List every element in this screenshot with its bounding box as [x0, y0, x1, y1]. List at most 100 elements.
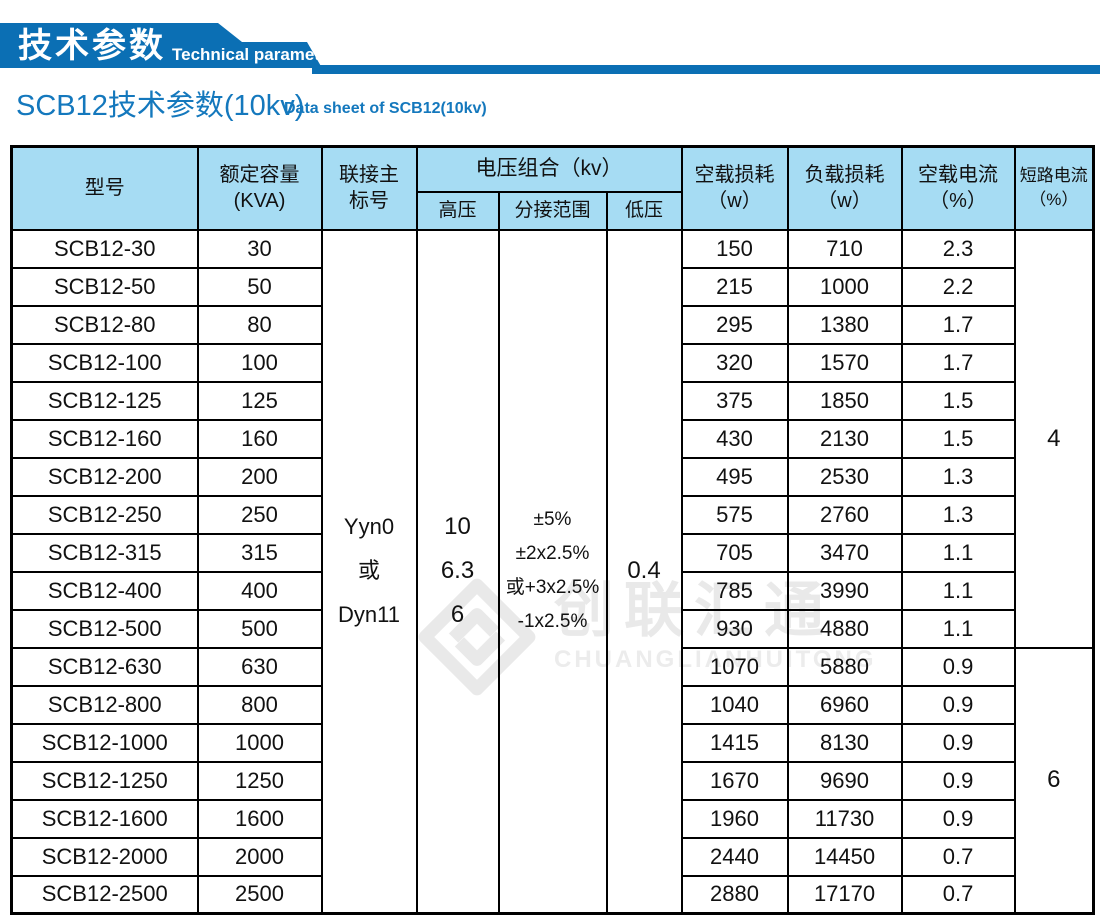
- kva-cell: 100: [196, 342, 323, 383]
- load-loss-cell: 1000: [786, 266, 903, 307]
- kva-cell: 1000: [196, 722, 323, 763]
- header-tap-range: 分接范围: [497, 190, 608, 231]
- table-row: SCB12-1250 1250 1670 9690 0.9: [10, 760, 1094, 801]
- no-load-current-cell: 0.9: [900, 684, 1016, 725]
- tap-line1: ±5%: [533, 509, 572, 531]
- table-row: SCB12-500 500 930 4880 1.1: [10, 608, 1094, 649]
- header-no-load-loss: 空载损耗 （w）: [680, 145, 789, 231]
- kva-cell: 630: [196, 646, 323, 687]
- section-title-en: Data sheet of SCB12(10kv): [284, 100, 487, 117]
- table-row: SCB12-800 800 1040 6960 0.9: [10, 684, 1094, 725]
- load-loss-cell: 9690: [786, 760, 903, 801]
- header-load-loss-line2: （w）: [817, 190, 872, 213]
- no-load-loss-cell: 2440: [680, 836, 789, 877]
- no-load-loss-cell: 930: [680, 608, 789, 649]
- hv-line3: 6: [450, 601, 465, 629]
- load-loss-cell: 14450: [786, 836, 903, 877]
- no-load-current-cell: 1.3: [900, 456, 1016, 497]
- table-row: SCB12-30 30 Yyn0 或 Dyn11 10 6.3 6 ±5% ±2…: [10, 228, 1095, 915]
- no-load-loss-cell: 705: [680, 532, 789, 573]
- kva-cell: 315: [196, 532, 323, 573]
- table-row: SCB12-630 630 1070 5880 0.9 6: [10, 646, 1095, 915]
- no-load-current-cell: 1.5: [900, 380, 1016, 421]
- kva-cell: 250: [196, 494, 323, 535]
- tap-line4: -1x2.5%: [517, 611, 588, 633]
- model-cell: SCB12-100: [10, 342, 199, 383]
- no-load-loss-cell: 495: [680, 456, 789, 497]
- no-load-current-cell: 0.7: [900, 874, 1016, 915]
- kva-cell: 1250: [196, 760, 323, 801]
- kva-cell: 2000: [196, 836, 323, 877]
- no-load-current-cell: 1.5: [900, 418, 1016, 459]
- header-no-load-current: 空载电流 （%）: [900, 145, 1016, 231]
- kva-cell: 125: [196, 380, 323, 421]
- no-load-current-cell: 1.7: [900, 342, 1016, 383]
- banner-strip: [312, 65, 1100, 74]
- model-cell: SCB12-1600: [10, 798, 199, 839]
- no-load-loss-cell: 785: [680, 570, 789, 611]
- table-row: SCB12-80 80 295 1380 1.7: [10, 304, 1094, 345]
- no-load-loss-cell: 2880: [680, 874, 789, 915]
- model-cell: SCB12-2000: [10, 836, 199, 877]
- no-load-current-cell: 0.9: [900, 722, 1016, 763]
- header-capacity: 额定容量 (KVA): [196, 145, 323, 231]
- kva-cell: 500: [196, 608, 323, 649]
- no-load-current-cell: 0.9: [900, 646, 1016, 687]
- no-load-loss-cell: 1670: [680, 760, 789, 801]
- model-cell: SCB12-160: [10, 418, 199, 459]
- header-load-loss: 负载损耗 （w）: [786, 145, 903, 231]
- hv-line2: 6.3: [440, 557, 475, 585]
- lv-cell: 0.4: [605, 228, 683, 915]
- header-no-load-loss-line2: （w）: [707, 190, 762, 213]
- header-connection-line1: 联接主: [339, 164, 399, 187]
- no-load-loss-cell: 575: [680, 494, 789, 535]
- load-loss-cell: 710: [786, 228, 903, 269]
- tap-range-cell: ±5% ±2x2.5% 或+3x2.5% -1x2.5%: [497, 228, 608, 915]
- header-capacity-line1: 额定容量: [219, 164, 300, 187]
- model-cell: SCB12-125: [10, 380, 199, 421]
- no-load-loss-cell: 295: [680, 304, 789, 345]
- header-hv: 高压: [415, 190, 500, 231]
- model-cell: SCB12-2500: [10, 874, 199, 915]
- model-cell: SCB12-800: [10, 684, 199, 725]
- tap-line3: 或+3x2.5%: [505, 577, 600, 599]
- section-title-cn: SCB12技术参数(10kv): [16, 90, 305, 122]
- header-short-circuit-line1: 短路电流: [1019, 166, 1088, 186]
- load-loss-cell: 6960: [786, 684, 903, 725]
- connection-line3: Dyn11: [338, 602, 400, 628]
- banner-title-en: Technical parameter: [172, 45, 337, 64]
- header-voltage-group: 电压组合（kv）: [415, 145, 683, 193]
- no-load-loss-cell: 375: [680, 380, 789, 421]
- model-cell: SCB12-250: [10, 494, 199, 535]
- no-load-loss-cell: 1415: [680, 722, 789, 763]
- table-row: SCB12-250 250 575 2760 1.3: [10, 494, 1094, 535]
- no-load-current-cell: 1.1: [900, 608, 1016, 649]
- load-loss-cell: 2130: [786, 418, 903, 459]
- load-loss-cell: 3990: [786, 570, 903, 611]
- no-load-current-cell: 0.7: [900, 836, 1016, 877]
- table-row: SCB12-2500 2500 2880 17170 0.7: [10, 874, 1094, 915]
- no-load-current-cell: 1.3: [900, 494, 1016, 535]
- no-load-loss-cell: 1040: [680, 684, 789, 725]
- load-loss-cell: 3470: [786, 532, 903, 573]
- header-no-load-current-line1: 空载电流: [918, 164, 999, 187]
- no-load-loss-cell: 1070: [680, 646, 789, 687]
- load-loss-cell: 5880: [786, 646, 903, 687]
- no-load-loss-cell: 320: [680, 342, 789, 383]
- table-row: SCB12-1000 1000 1415 8130 0.9: [10, 722, 1094, 763]
- table-row: SCB12-160 160 430 2130 1.5: [10, 418, 1094, 459]
- table-row: SCB12-125 125 375 1850 1.5: [10, 380, 1094, 421]
- table-row: SCB12-200 200 495 2530 1.3: [10, 456, 1094, 497]
- short-circuit-group1-cell: 4: [1013, 228, 1095, 649]
- kva-cell: 80: [196, 304, 323, 345]
- banner-title-cn: 技术参数: [18, 27, 166, 65]
- header-lv: 低压: [605, 190, 683, 231]
- load-loss-cell: 17170: [786, 874, 903, 915]
- no-load-loss-cell: 215: [680, 266, 789, 307]
- no-load-loss-cell: 150: [680, 228, 789, 269]
- no-load-loss-cell: 1960: [680, 798, 789, 839]
- header-load-loss-line1: 负载损耗: [804, 164, 885, 187]
- kva-cell: 1600: [196, 798, 323, 839]
- no-load-current-cell: 2.2: [900, 266, 1016, 307]
- connection-line1: Yyn0: [343, 514, 395, 540]
